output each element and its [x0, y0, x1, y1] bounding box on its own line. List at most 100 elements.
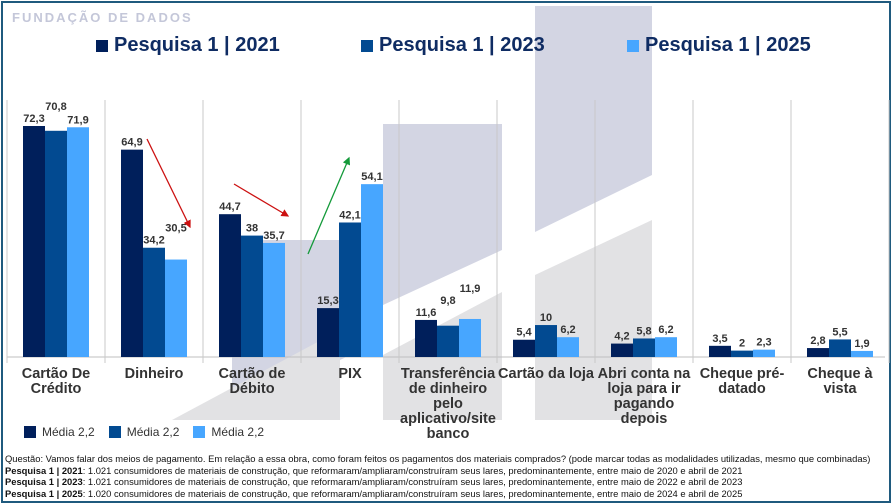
data-label: 38	[246, 223, 258, 235]
legend-swatch-2025	[627, 39, 639, 52]
category-label: PIX	[302, 367, 398, 382]
category-label-line: Cheque pré-	[699, 366, 785, 382]
legend-swatch-2021	[96, 39, 108, 52]
data-label: 54,1	[361, 171, 382, 183]
bar-2025	[361, 184, 383, 357]
data-label: 5,8	[636, 325, 651, 337]
bar-2023	[731, 350, 753, 357]
bar-2023	[633, 338, 655, 357]
note-label: Pesquisa 1 | 2025	[5, 487, 83, 499]
data-label: 10	[540, 312, 552, 324]
bar-2025	[655, 337, 677, 357]
legend-bottom-item: Média 2,2	[108, 425, 180, 439]
category-label-line: PIX	[338, 366, 362, 382]
bar-2021	[611, 343, 633, 357]
bar-2025	[753, 349, 775, 357]
category-label-line: de dinheiro	[408, 381, 488, 397]
note-label: Pesquisa 1 | 2023	[5, 476, 83, 487]
watermark-shape	[535, 220, 652, 420]
legend-bottom-item: Média 2,2	[24, 425, 95, 439]
category-label: Cartão De Crédito	[8, 367, 104, 397]
legend-item-2025: Pesquisa 1 | 2025	[627, 34, 811, 57]
question-text: Questão: Vamos falar dos meios de pagame…	[5, 453, 871, 464]
category-label-line: Cartão De	[21, 366, 91, 382]
watermark-shape	[383, 124, 502, 305]
bar-2025	[67, 127, 89, 357]
trend-arrow	[146, 138, 191, 229]
bar-2025	[557, 337, 579, 357]
category-label: Cartão de Débito	[204, 367, 300, 397]
bar-2021	[121, 149, 143, 357]
watermark-shape	[172, 330, 340, 420]
bar-2023	[45, 130, 67, 357]
trend-arrow	[233, 183, 290, 217]
category-label-line: Dinheiro	[124, 366, 184, 382]
data-label: 5,5	[832, 326, 847, 338]
category-label-line: Crédito	[30, 381, 82, 397]
note-label: Pesquisa 1 | 2021	[5, 464, 83, 476]
note-row-2025: Pesquisa 1 | 2025: 1.020 consumidores de…	[5, 488, 870, 500]
bar-2025	[459, 318, 481, 357]
category-label-line: datado	[718, 381, 766, 397]
data-label: 71,9	[67, 114, 88, 126]
legend-swatch-2023	[361, 39, 373, 52]
category-label-line: Transferência	[400, 366, 496, 382]
category-label-line: Cheque à vista	[807, 366, 873, 397]
legend-bottom-item: Média 2,2	[193, 425, 264, 439]
note-row-2021: Pesquisa 1 | 2021: 1.021 consumidores de…	[5, 465, 870, 477]
bar-2025	[165, 259, 187, 357]
legend-bottom-swatch	[24, 426, 36, 438]
data-label: 2,3	[756, 337, 771, 349]
bar-2025	[851, 350, 873, 357]
data-label: 1,9	[854, 338, 869, 350]
category-label: Transferência de dinheiro pelo aplicativo/s…	[400, 367, 496, 442]
bar-2021	[317, 308, 339, 357]
bar-2023	[437, 325, 459, 357]
category-label-line: pagando	[613, 396, 675, 412]
bar-2023	[829, 339, 851, 357]
bar-2023	[339, 222, 361, 357]
data-label: 11,9	[460, 283, 481, 295]
category-label-line: Débito	[229, 381, 275, 397]
legend-bottom-swatch	[193, 426, 206, 438]
bar-2023	[143, 247, 165, 357]
data-label: 2,8	[810, 335, 825, 347]
category-label-line: aplicativo/site	[400, 411, 496, 427]
bar-2021	[23, 126, 45, 357]
legend-bottom-swatch	[108, 426, 121, 438]
legend-bottom: Média 2,2 Média 2,2 Média 2,2	[24, 425, 264, 439]
legend-item-2023: Pesquisa 1 | 2023	[361, 34, 545, 57]
note-text: : 1.021 consumidores de materiais de con…	[82, 464, 743, 476]
bar-2025	[263, 242, 285, 357]
data-label: 6,2	[560, 324, 575, 336]
data-label: 30,5	[165, 223, 186, 235]
trend-arrow	[307, 156, 351, 255]
data-label: 3,5	[712, 333, 727, 345]
category-label: Cheque pré-datado	[694, 367, 790, 397]
bar-2023	[241, 235, 263, 357]
legend-bottom-label: Média 2,2	[126, 425, 180, 439]
category-label-line: Cartão de	[218, 366, 286, 382]
note-text: : 1.021 consumidores de materiais de con…	[82, 476, 743, 487]
watermark-text: FUNDAÇÃO DE DADOS	[12, 10, 193, 25]
category-label: Cheque à vista	[792, 367, 888, 397]
data-label: 5,4	[516, 327, 532, 339]
data-label: 35,7	[263, 230, 284, 242]
data-label: 9,8	[440, 295, 455, 307]
category-label-line: Cartão da loja	[498, 366, 594, 382]
data-label: 34,2	[143, 235, 164, 247]
note-text: : 1.020 consumidores de materiais de con…	[82, 487, 743, 499]
category-label-line: depois	[620, 411, 668, 427]
category-label: Dinheiro	[106, 367, 202, 382]
bar-2021	[807, 348, 829, 357]
data-label: 2	[739, 338, 745, 350]
note-row-2023: Pesquisa 1 | 2023: 1.021 consumidores de…	[5, 476, 870, 488]
data-label: 72,3	[23, 113, 44, 125]
bar-2023	[535, 325, 557, 357]
legend-label-2021: Pesquisa 1 | 2021	[114, 34, 280, 56]
category-label-line: banco	[426, 426, 470, 442]
footnotes: Questão: Vamos falar dos meios de pagame…	[5, 453, 870, 499]
legend-bottom-label: Média 2,2	[211, 425, 265, 439]
